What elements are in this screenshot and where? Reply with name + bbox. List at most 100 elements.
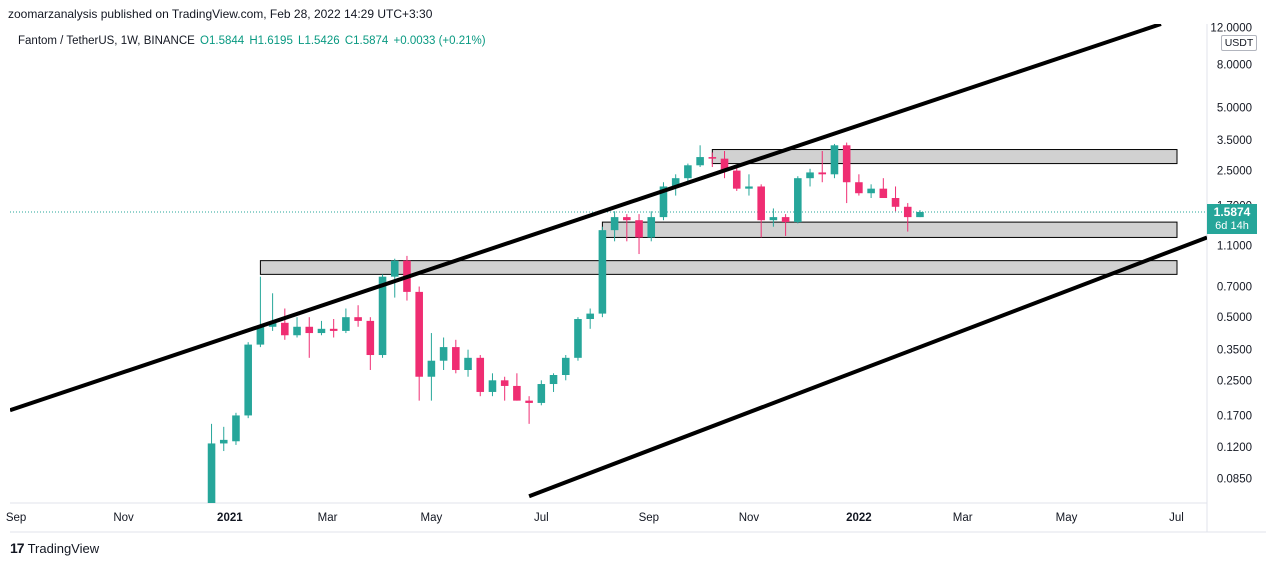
candle-body [855, 182, 863, 194]
candlestick-series [207, 142, 924, 503]
tradingview-footer[interactable]: 17 TradingView [10, 540, 99, 556]
candle-11 [342, 308, 350, 334]
candle-body [745, 186, 753, 189]
candle-body [427, 360, 436, 377]
candle-body [659, 186, 668, 218]
channel-trendlines [10, 24, 1207, 499]
candle-body [561, 357, 570, 376]
candle-body [232, 415, 240, 442]
candle-body [610, 217, 619, 231]
candle-56 [891, 186, 900, 212]
candle-15 [390, 258, 399, 298]
candle-10 [329, 319, 338, 338]
candle-body [830, 145, 839, 175]
candle-0 [207, 423, 216, 503]
candle-55 [879, 178, 888, 199]
price-tick-label: 0.2500 [1217, 375, 1252, 387]
candle-45 [757, 184, 765, 238]
candle-34 [623, 214, 631, 242]
time-tick-label: Jul [1169, 512, 1184, 524]
candle-body [867, 188, 875, 194]
zone-2 [259, 260, 1178, 275]
candle-body [903, 206, 912, 218]
candle-14 [378, 274, 387, 358]
candle-body [317, 328, 326, 334]
candle-body [513, 385, 521, 401]
price-tick-label: 3.5000 [1217, 135, 1252, 147]
candle-7 [293, 317, 301, 338]
candle-28 [549, 373, 558, 392]
price-tick-label: 0.0850 [1217, 474, 1252, 486]
candle-57 [903, 203, 912, 232]
candle-41 [708, 152, 717, 168]
time-tick-label: Jul [534, 512, 549, 524]
candle-48 [794, 176, 802, 224]
time-tick-label: Nov [739, 512, 760, 524]
candle-5 [268, 293, 277, 331]
last-price-value: 1.5874 [1213, 205, 1251, 219]
candle-body [452, 347, 460, 370]
candle-40 [696, 145, 704, 168]
price-tick-label: 5.0000 [1217, 102, 1252, 114]
candle-body [806, 172, 814, 179]
candle-body [293, 326, 301, 336]
candle-49 [806, 168, 814, 187]
candle-body [464, 357, 472, 370]
bar-countdown: 6d 14h [1215, 220, 1249, 232]
candle-body [623, 217, 631, 221]
candle-27 [537, 380, 546, 406]
candle-12 [354, 305, 362, 327]
time-tick-label: May [1056, 512, 1078, 524]
low-value: L1.5426 [298, 35, 340, 47]
candle-body [635, 220, 643, 238]
currency-unit-button[interactable]: USDT [1221, 35, 1257, 51]
symbol-name[interactable]: Fantom / TetherUS, 1W, BINANCE [18, 35, 195, 47]
candle-37 [659, 182, 668, 221]
candle-body [574, 319, 582, 358]
time-tick-label: 2021 [217, 512, 243, 524]
candle-body [390, 260, 399, 277]
candle-body [720, 158, 729, 171]
candle-1 [219, 426, 228, 452]
price-tick-label: 12.0000 [1210, 23, 1252, 35]
zone-1 [601, 221, 1178, 238]
candle-42 [720, 150, 729, 179]
candle-35 [635, 214, 643, 255]
candle-body [916, 211, 924, 218]
price-axis-labels: 12.00008.00005.00003.50002.50001.70001.1… [1210, 23, 1252, 486]
candle-58 [916, 210, 924, 218]
candle-body [671, 178, 680, 187]
candle-24 [500, 376, 509, 401]
tradingview-brand: TradingView [27, 540, 100, 556]
candle-body [781, 217, 790, 223]
candle-4 [256, 276, 265, 348]
time-tick-label: Mar [318, 512, 338, 524]
candle-body [488, 380, 497, 392]
trendline-1 [528, 235, 1207, 499]
candle-body [696, 157, 704, 166]
candle-body [684, 165, 692, 179]
candle-body [732, 170, 741, 189]
price-tick-label: 0.1200 [1217, 442, 1252, 454]
candle-9 [317, 320, 326, 336]
candle-body [439, 347, 448, 361]
candle-body [378, 276, 387, 356]
candle-17 [415, 286, 423, 401]
candle-18 [427, 333, 436, 401]
candle-26 [525, 396, 533, 424]
candle-33 [610, 211, 619, 242]
candle-19 [439, 337, 448, 370]
candle-body [342, 317, 350, 331]
time-axis-labels: Sep Nov 2021 Mar May Jul Sep Nov 2022 Mar May Jul [6, 512, 1184, 524]
last-price-label: 1.5874 6d 14h [1207, 204, 1257, 234]
candle-2 [232, 412, 240, 445]
candle-body [586, 313, 594, 320]
candle-body [818, 172, 827, 175]
candle-body [366, 320, 375, 356]
candle-body [525, 400, 533, 403]
time-tick-label: Sep [639, 512, 659, 524]
candle-23 [488, 373, 497, 397]
candle-6 [281, 308, 289, 340]
price-tick-label: 0.3500 [1217, 345, 1252, 357]
